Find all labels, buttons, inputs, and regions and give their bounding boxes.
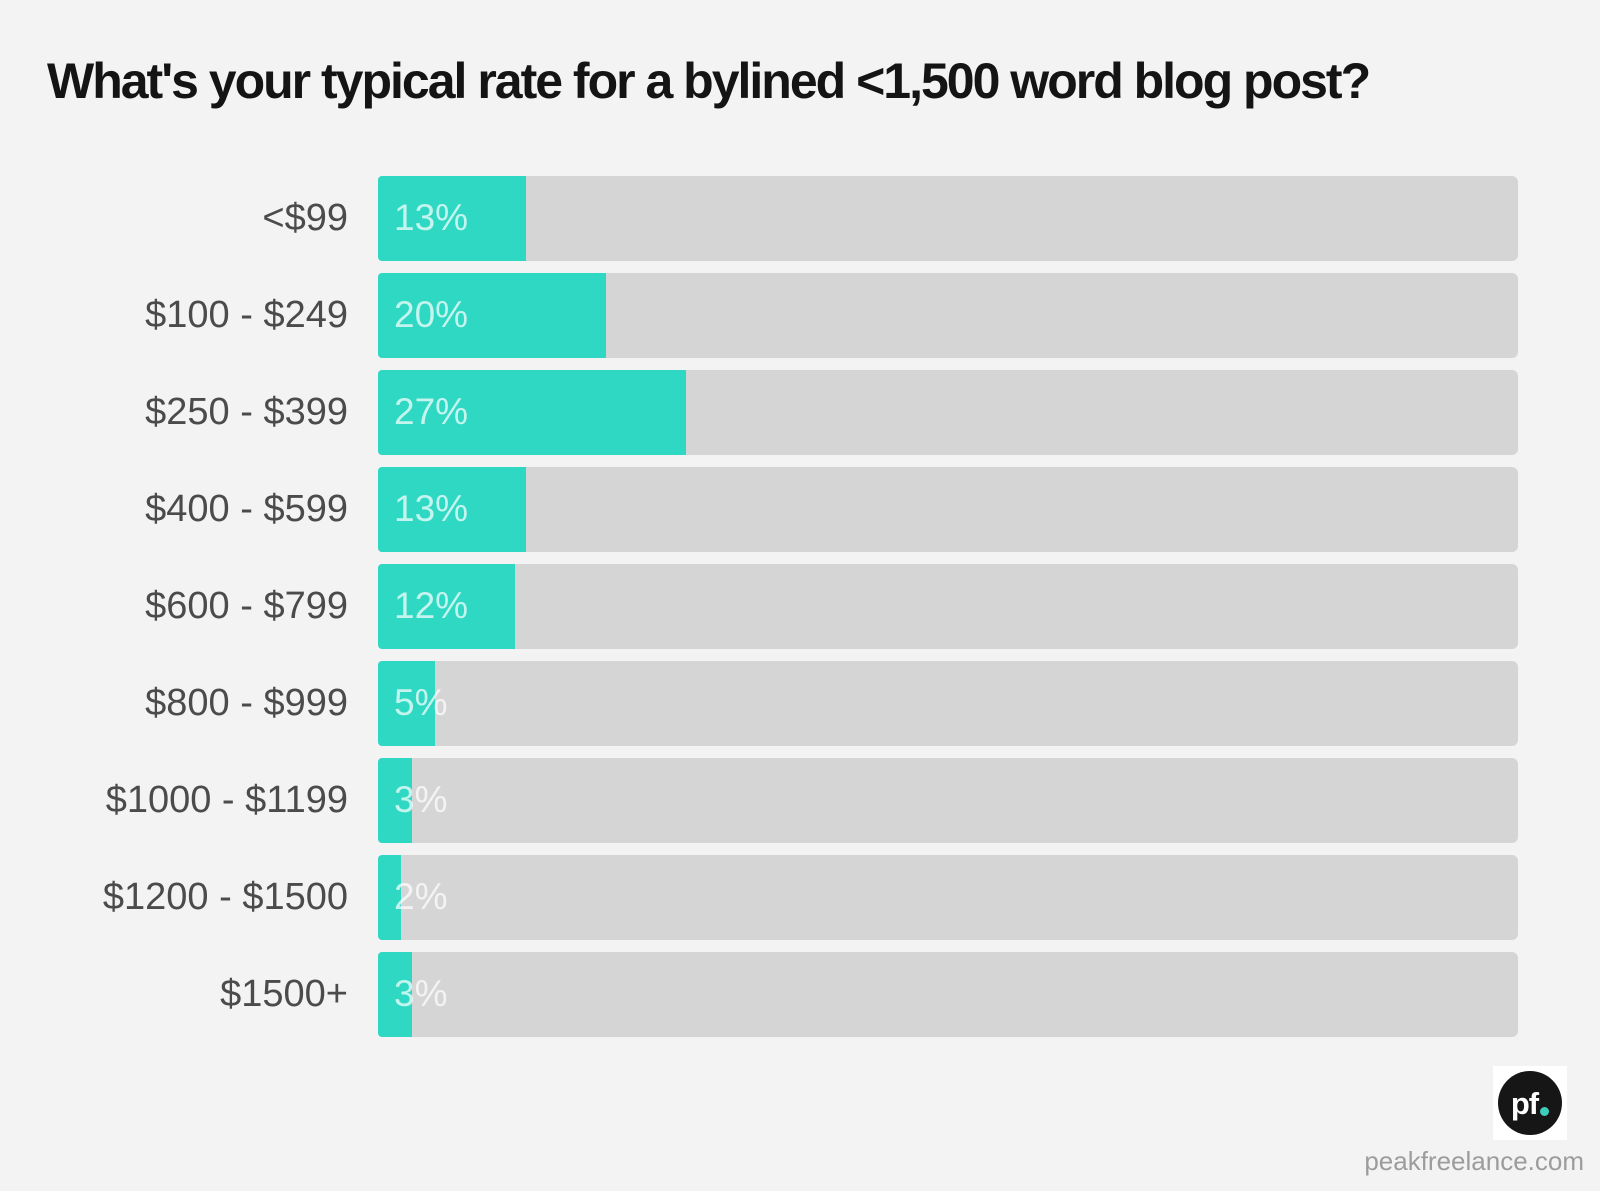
bar-chart: <$99 13% $100 - $249 20% $250 - $399 27%… bbox=[48, 176, 1518, 1049]
bar-track: 2% bbox=[378, 855, 1518, 940]
bar-fill bbox=[378, 758, 413, 843]
peakfreelance-logo: pf bbox=[1493, 1066, 1567, 1140]
bar-fill bbox=[378, 467, 527, 552]
bar-row: $600 - $799 12% bbox=[48, 564, 1518, 649]
bar-fill bbox=[378, 855, 401, 940]
value-label: 5% bbox=[394, 681, 448, 723]
category-label: $250 - $399 bbox=[145, 391, 348, 433]
value-label: 3% bbox=[394, 972, 448, 1014]
value-label: 3% bbox=[394, 778, 448, 820]
value-label: 13% bbox=[394, 196, 469, 238]
bar-row: $1500+ 3% bbox=[48, 952, 1518, 1037]
bar-fill bbox=[378, 176, 527, 261]
value-label: 27% bbox=[394, 390, 469, 432]
bar-fill bbox=[378, 370, 686, 455]
bar-fill bbox=[378, 564, 515, 649]
bar-track: 3% bbox=[378, 758, 1518, 843]
category-label: $1500+ bbox=[220, 973, 348, 1015]
bar-row: <$99 13% bbox=[48, 176, 1518, 261]
category-label: $800 - $999 bbox=[145, 682, 348, 724]
category-label: $1200 - $1500 bbox=[102, 876, 348, 918]
bar-track: 20% bbox=[378, 273, 1518, 358]
bar-fill bbox=[378, 273, 606, 358]
bar-row: $800 - $999 5% bbox=[48, 661, 1518, 746]
category-label: $1000 - $1199 bbox=[105, 779, 348, 821]
bar-row: $250 - $399 27% bbox=[48, 370, 1518, 455]
value-label: 2% bbox=[394, 875, 448, 917]
bar-track: 13% bbox=[378, 176, 1518, 261]
logo-dot-icon bbox=[1540, 1106, 1550, 1116]
chart-title: What's your typical rate for a bylined <… bbox=[47, 53, 1371, 109]
logo-text: pf bbox=[1510, 1085, 1539, 1121]
bar-row: $400 - $599 13% bbox=[48, 467, 1518, 552]
value-label: 13% bbox=[394, 487, 469, 529]
bar-track: 5% bbox=[378, 661, 1518, 746]
bar-row: $1000 - $1199 3% bbox=[48, 758, 1518, 843]
bar-track: 27% bbox=[378, 370, 1518, 455]
logo-circle-icon: pf bbox=[1498, 1071, 1562, 1135]
bar-fill bbox=[378, 661, 435, 746]
bar-row: $100 - $249 20% bbox=[48, 273, 1518, 358]
bar-track: 12% bbox=[378, 564, 1518, 649]
website-url: peakfreelance.com bbox=[1364, 1146, 1584, 1176]
category-label: $600 - $799 bbox=[145, 585, 348, 627]
category-label: $100 - $249 bbox=[145, 294, 348, 336]
value-label: 12% bbox=[394, 584, 469, 626]
category-label: $400 - $599 bbox=[145, 488, 348, 530]
bar-track: 13% bbox=[378, 467, 1518, 552]
bar-track: 3% bbox=[378, 952, 1518, 1037]
bar-row: $1200 - $1500 2% bbox=[48, 855, 1518, 940]
category-label: <$99 bbox=[262, 197, 348, 239]
value-label: 20% bbox=[394, 293, 469, 335]
bar-fill bbox=[378, 952, 413, 1037]
